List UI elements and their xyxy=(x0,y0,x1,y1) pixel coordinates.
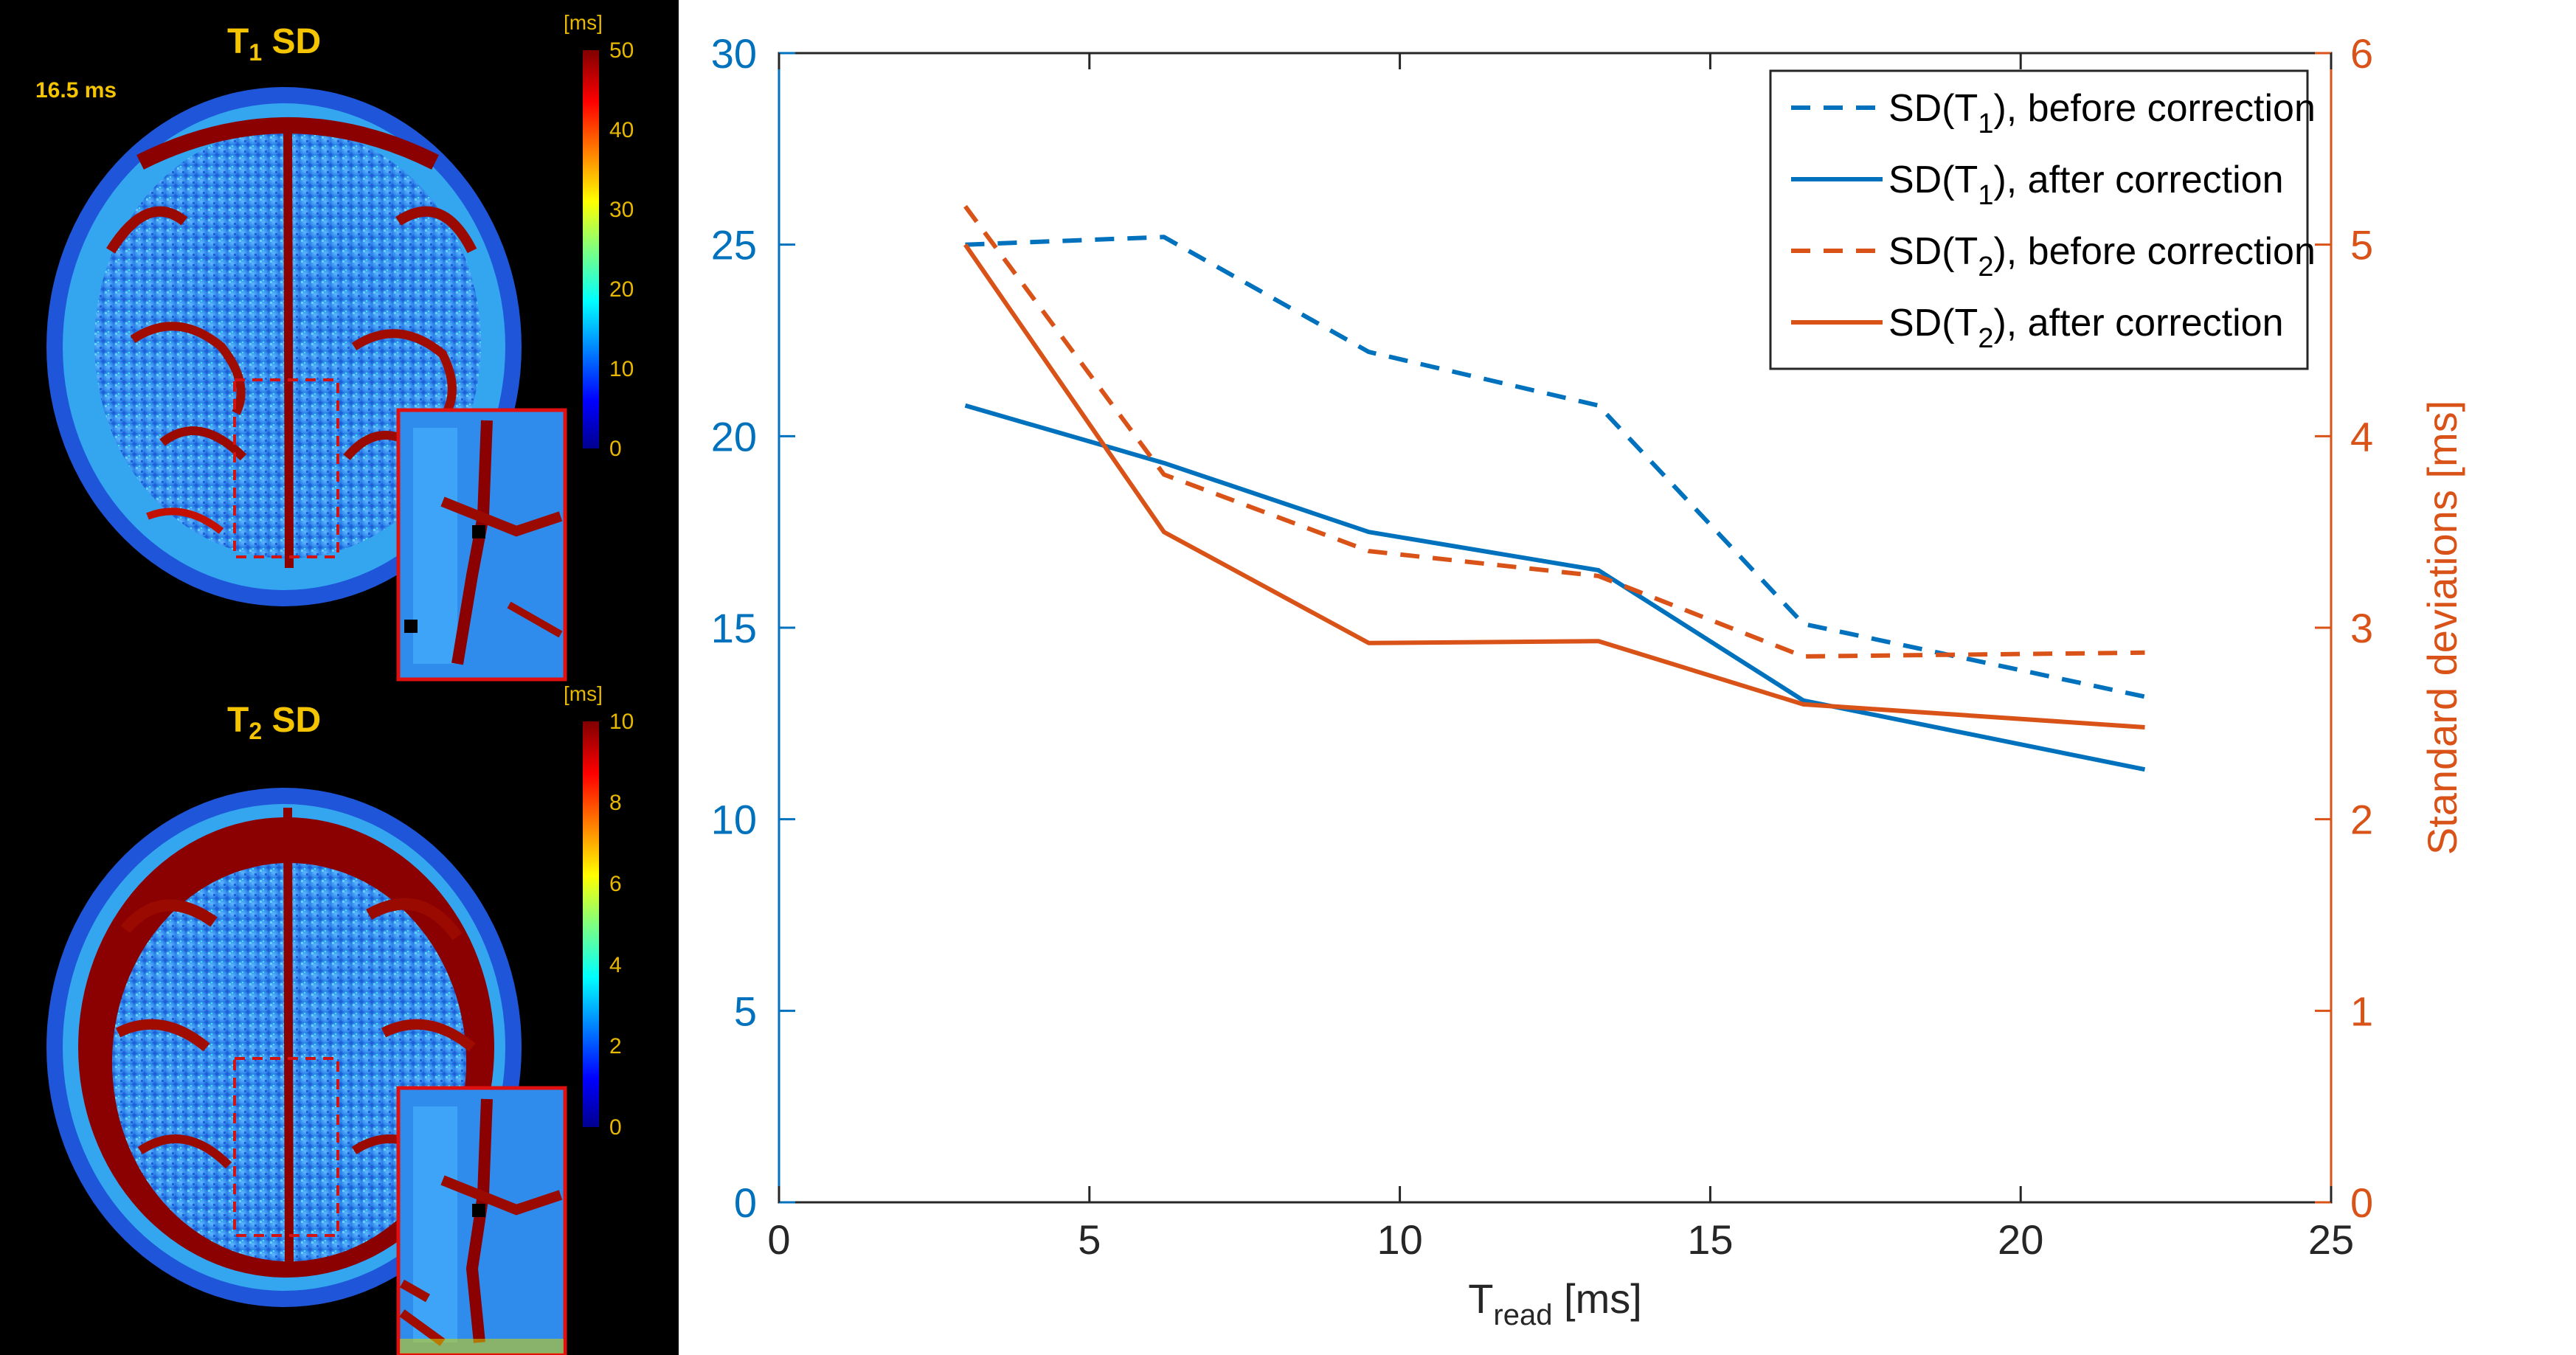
legend-label: SD(T1), after correction xyxy=(1888,159,2284,211)
x-tick-label: 5 xyxy=(1078,1216,1101,1263)
t1-cb-tick: 0 xyxy=(609,437,622,461)
right-y-tick-label: 3 xyxy=(2350,605,2373,651)
x-tick-label: 15 xyxy=(1687,1216,1733,1263)
x-tick-label: 10 xyxy=(1377,1216,1422,1263)
x-tick-label: 20 xyxy=(1998,1216,2043,1263)
series-lines xyxy=(963,204,2146,772)
left-y-tick-label: 25 xyxy=(711,222,757,268)
x-axis-label: Tread [ms] xyxy=(1468,1275,1642,1331)
left-y-tick-label: 15 xyxy=(711,605,757,651)
sd-vs-tread-chart: 0 5 10 15 20 25 30 0 1 2 3 4 5 6 0 5 10 15 20 25 Tread [m… xyxy=(679,0,2576,1355)
right-y-tick-label: 5 xyxy=(2350,222,2373,268)
t1-cb-tick: 50 xyxy=(609,38,634,63)
legend-label: SD(T2), after correction xyxy=(1888,302,2284,354)
left-y-tick-label: 5 xyxy=(734,988,757,1034)
sd-maps-panel: T1 SD 16.5 ms xyxy=(0,0,679,1355)
t2-cb-tick: 4 xyxy=(609,953,622,977)
sd-maps-svg: T1 SD 16.5 ms xyxy=(35,11,634,1355)
t1-cb-tick: 10 xyxy=(609,357,634,381)
x-tick-label: 0 xyxy=(767,1216,790,1263)
t2-cb-tick: 0 xyxy=(609,1115,622,1140)
t2-cb-tick: 10 xyxy=(609,710,634,734)
t2-cb-tick: 8 xyxy=(609,791,622,815)
legend-label: SD(T2), before correction xyxy=(1888,230,2316,283)
left-y-tick-label: 0 xyxy=(734,1179,757,1226)
right-y-axis: 0 1 2 3 4 5 6 xyxy=(2315,30,2373,1226)
t2-brain-image xyxy=(46,788,522,1307)
t2-cb-tick: 2 xyxy=(609,1034,622,1058)
right-y-tick-label: 4 xyxy=(2350,413,2373,460)
right-y-tick-label: 2 xyxy=(2350,797,2373,843)
t1-map-title: T1 SD xyxy=(227,22,321,66)
left-y-tick-label: 30 xyxy=(711,30,757,77)
t1-brain-image xyxy=(46,87,522,606)
t2-zoom-inset xyxy=(396,1086,567,1355)
t2-cb-tick: 6 xyxy=(609,872,622,896)
right-y-axis-label: Standard deviations [ms] xyxy=(2419,401,2465,855)
t1-colorbar: [ms] 50 40 30 20 10 0 xyxy=(564,11,634,461)
right-y-tick-label: 0 xyxy=(2350,1179,2373,1226)
t1-zoom-inset xyxy=(396,408,567,682)
t1-cb-tick: 20 xyxy=(609,277,634,302)
series-line-0 xyxy=(965,235,2146,699)
x-tick-label: 25 xyxy=(2308,1216,2354,1263)
left-y-tick-label: 20 xyxy=(711,413,757,460)
t1-time-label: 16.5 ms xyxy=(35,78,117,103)
right-y-tick-label: 1 xyxy=(2350,988,2373,1034)
left-y-tick-label: 10 xyxy=(711,797,757,843)
series-line-3 xyxy=(963,243,2145,730)
t1-colorbar-unit: [ms] xyxy=(564,11,603,34)
right-y-tick-label: 6 xyxy=(2350,30,2373,77)
t2-sd-map: T2 SD xyxy=(46,682,634,1355)
legend-label: SD(T1), before correction xyxy=(1888,87,2316,139)
t1-cb-tick: 30 xyxy=(609,198,634,222)
series-line-1 xyxy=(964,403,2146,772)
t2-map-title: T2 SD xyxy=(227,701,321,744)
left-y-axis: 0 5 10 15 20 25 30 xyxy=(711,30,795,1226)
legend: SD(T1), before correction SD(T1), after c… xyxy=(1769,69,2316,370)
x-axis: 0 5 10 15 20 25 xyxy=(767,53,2354,1263)
t1-cb-tick: 40 xyxy=(609,118,634,142)
t2-colorbar-unit: [ms] xyxy=(564,682,603,705)
t2-colorbar: [ms] 10 8 6 4 2 0 xyxy=(564,682,634,1140)
legend-box xyxy=(1769,69,2309,370)
series-line-2 xyxy=(963,204,2145,659)
t1-sd-map: T1 SD 16.5 ms xyxy=(35,11,634,682)
